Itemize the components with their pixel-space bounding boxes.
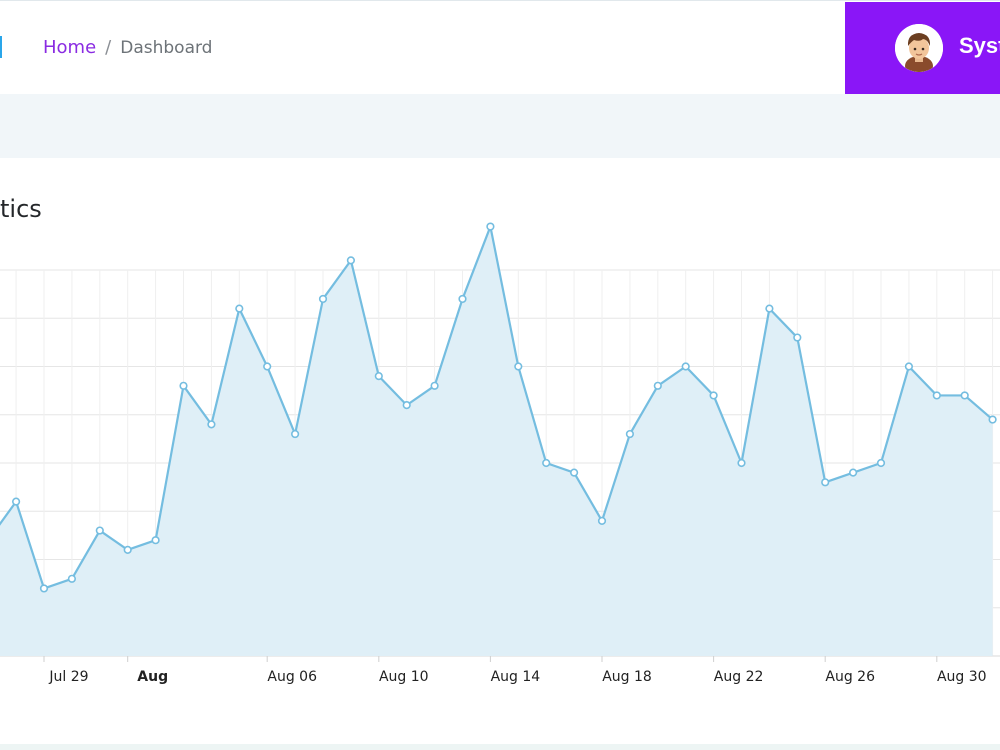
statistics-chart: Jul 29 Aug Aug 06 Aug 10 Aug 14 Aug 18 Aug 22 A… — [0, 222, 1000, 685]
data-point — [346, 256, 356, 265]
x-tick-label: Aug — [137, 669, 168, 685]
data-point — [709, 391, 718, 400]
data-point — [318, 294, 328, 304]
chart-line — [0, 225, 994, 590]
chart-points — [12, 222, 997, 593]
data-point — [625, 429, 635, 439]
data-point — [848, 468, 858, 477]
data-point — [12, 497, 21, 506]
chart-x-ticks: Jul 29 Aug Aug 06 Aug 10 Aug 14 Aug 18 Aug 22 A… — [43, 656, 987, 685]
data-point — [569, 468, 579, 477]
data-point — [904, 362, 914, 371]
data-point — [179, 381, 188, 390]
card-title: tics — [0, 195, 42, 223]
breadcrumb-home-link[interactable]: Home — [43, 37, 97, 58]
data-point — [737, 458, 746, 468]
x-tick-label: Jul 29 — [48, 669, 88, 685]
chart-area — [0, 226, 993, 656]
footer-strip — [0, 744, 1000, 750]
data-point — [597, 516, 607, 526]
x-tick-label: Aug 26 — [825, 669, 875, 685]
user-avatar-icon[interactable] — [895, 24, 943, 72]
data-point — [123, 545, 132, 554]
data-point — [374, 372, 383, 381]
data-point — [514, 362, 523, 371]
sidebar-edge[interactable] — [0, 36, 2, 58]
x-tick-label: Aug 14 — [491, 669, 541, 685]
data-point — [932, 391, 941, 400]
data-point — [67, 574, 76, 583]
top-bar: Home / Dashboard — [0, 0, 1000, 94]
data-point — [430, 381, 439, 390]
x-tick-label: Aug 10 — [379, 669, 429, 685]
data-point — [681, 362, 690, 371]
series-area — [0, 226, 993, 656]
data-point — [793, 333, 802, 342]
data-point — [458, 294, 467, 304]
data-point — [653, 381, 662, 390]
data-point — [876, 458, 886, 468]
x-tick-label: Aug 06 — [267, 669, 317, 685]
breadcrumb: Home / Dashboard — [43, 37, 212, 58]
data-point — [402, 401, 411, 410]
breadcrumb-current: Dashboard — [120, 37, 213, 58]
data-point — [542, 458, 551, 468]
page-header-band — [0, 94, 1000, 158]
data-point — [291, 429, 300, 439]
data-point — [39, 584, 49, 593]
data-point — [235, 304, 244, 313]
data-point — [960, 391, 969, 400]
data-point — [821, 478, 830, 487]
series-line — [0, 225, 994, 590]
data-point — [95, 526, 104, 535]
x-tick-label: Aug 18 — [602, 669, 652, 685]
data-point — [765, 304, 774, 313]
data-point — [988, 415, 997, 424]
data-point — [151, 536, 160, 545]
breadcrumb-separator: / — [105, 37, 112, 58]
x-tick-label: Aug 22 — [714, 669, 764, 685]
data-point — [486, 222, 495, 231]
x-tick-label: Aug 30 — [937, 669, 987, 685]
data-point — [263, 362, 272, 371]
data-point — [207, 420, 216, 429]
statistics-card: tics Jul 29 Aug Aug 06 Aug 10 Aug 14 Aug 18 Au… — [0, 158, 1000, 744]
